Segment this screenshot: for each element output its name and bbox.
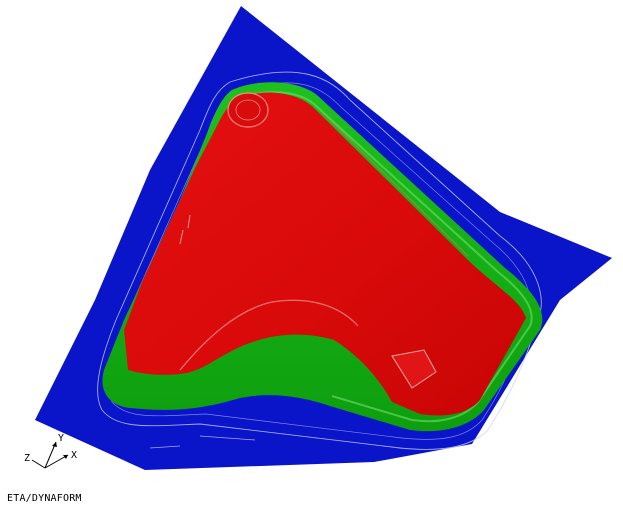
triad-z-label: Z	[24, 453, 30, 464]
triad-y-label: Y	[58, 433, 64, 444]
punch-surface[interactable]	[124, 92, 526, 416]
pocket-edge	[179, 214, 191, 245]
boss-feature-inner	[235, 99, 261, 121]
pocket-edge	[391, 349, 437, 389]
triad-x-axis	[44, 454, 69, 469]
wall-highlight	[321, 111, 469, 257]
pocket-edge	[179, 299, 359, 371]
triad-y-arrow	[52, 442, 57, 447]
bead-segment	[199, 435, 256, 441]
trim-line-outer	[97, 71, 542, 450]
boss-feature	[227, 92, 269, 128]
bead-segment	[149, 445, 181, 449]
triad-x-label: X	[71, 450, 77, 461]
coordinate-triad: X Y Z	[24, 433, 77, 469]
flange-highlight	[235, 91, 533, 423]
triad-z-axis	[31, 459, 46, 469]
triad-x-arrow	[63, 455, 68, 459]
brand-label: ETA/DYNAFORM	[7, 493, 82, 504]
